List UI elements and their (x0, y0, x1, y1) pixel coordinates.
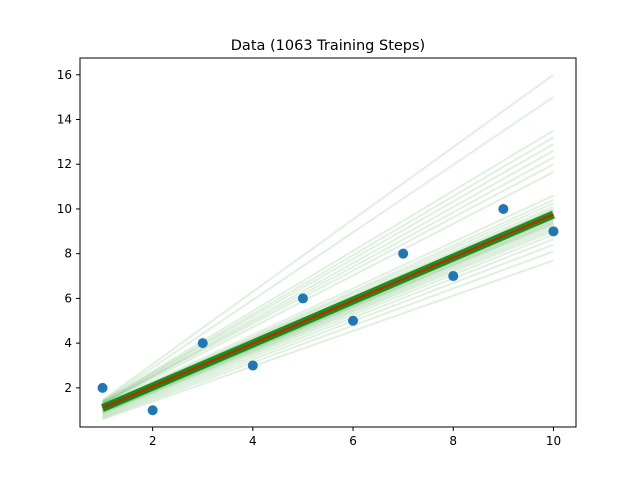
training-line-35 (102, 259, 554, 421)
training-line-6 (102, 156, 554, 405)
plot-area (97, 73, 559, 421)
training-line-8 (102, 171, 554, 406)
data-point-0 (97, 382, 108, 393)
x-tick-label: 6 (349, 434, 357, 448)
axis-ticks: 2 4 6 8 10 2 4 6 8 10 12 14 16 (57, 68, 561, 448)
data-point-6 (398, 248, 409, 259)
training-line-31 (102, 233, 554, 416)
data-point-8 (498, 203, 509, 214)
y-tick-label: 4 (64, 336, 72, 350)
data-point-2 (197, 338, 208, 349)
training-line-33 (102, 243, 554, 418)
training-line-9 (102, 194, 554, 406)
data-point-3 (247, 360, 258, 371)
training-line-5 (102, 149, 554, 405)
y-tick-label: 2 (64, 381, 72, 395)
training-line-30 (102, 230, 554, 415)
axes-frame (79, 57, 577, 428)
data-point-7 (448, 271, 459, 282)
training-line-34 (102, 250, 554, 419)
training-line-29 (102, 228, 554, 414)
x-tick-label: 4 (249, 434, 257, 448)
y-tick-label: 6 (64, 291, 72, 305)
x-tick-label: 2 (149, 434, 157, 448)
y-tick-label: 12 (57, 157, 72, 171)
training-line-7 (102, 163, 554, 405)
y-tick-label: 16 (57, 68, 72, 82)
y-tick-label: 14 (57, 113, 72, 127)
training-line-4 (102, 143, 554, 404)
fit-line (102, 213, 554, 409)
x-tick-label: 8 (449, 434, 457, 448)
data-point-1 (147, 405, 158, 416)
training-line-1 (101, 96, 555, 403)
data-point-5 (348, 315, 359, 326)
training-line-0 (101, 73, 555, 401)
data-point-4 (297, 293, 308, 304)
y-tick-label: 10 (57, 202, 72, 216)
training-line-27 (102, 223, 554, 413)
chart-title: Data (1063 Training Steps) (231, 38, 425, 54)
y-tick-label: 8 (64, 247, 72, 261)
x-tick-label: 10 (546, 434, 561, 448)
training-line-2 (102, 129, 554, 403)
training-line-32 (102, 238, 554, 417)
training-line-28 (102, 225, 554, 414)
training-line-3 (102, 136, 554, 404)
data-point-9 (548, 226, 559, 237)
